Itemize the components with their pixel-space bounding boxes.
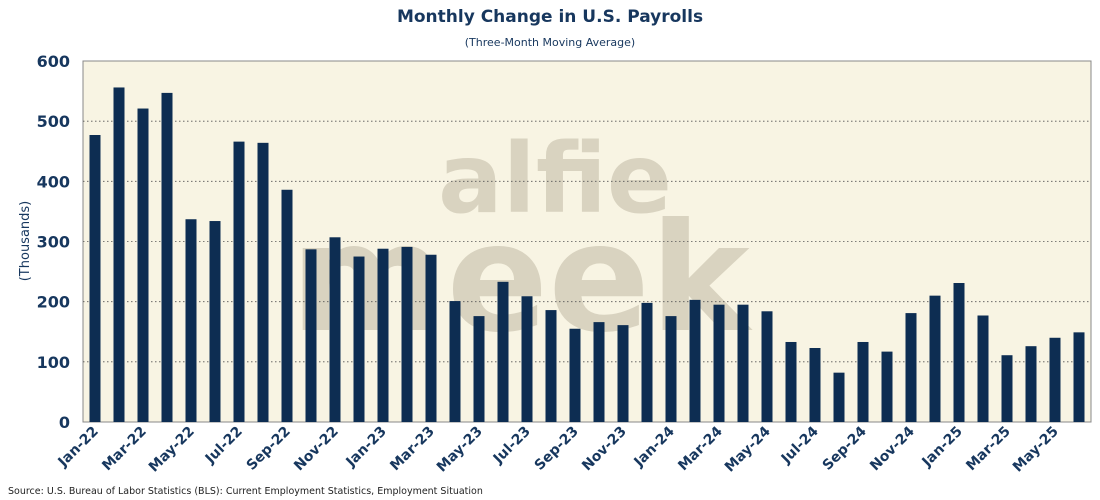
bar-nov-24 [905, 313, 917, 422]
bar-jun-25 [1073, 332, 1085, 422]
bar-dec-22 [353, 256, 365, 422]
x-tick-label: Mar-24 [675, 423, 726, 474]
bar-dec-24 [929, 295, 941, 422]
x-tick-label: May-25 [1010, 424, 1062, 476]
bar-dec-23 [641, 302, 653, 422]
bar-feb-25 [977, 315, 989, 422]
y-tick-label: 0 [59, 413, 70, 432]
chart-title: Monthly Change in U.S. Payrolls [396, 7, 704, 27]
x-tick-label: May-24 [722, 423, 774, 475]
x-tick-label: Mar-22 [99, 424, 150, 475]
bar-oct-24 [881, 351, 893, 422]
bar-mar-25 [1001, 355, 1013, 422]
bar-nov-23 [617, 325, 629, 422]
bar-sep-22 [281, 189, 293, 422]
bar-may-23 [473, 316, 485, 422]
bar-jan-24 [665, 316, 677, 422]
bar-jun-23 [497, 281, 509, 422]
bar-jul-22 [233, 141, 245, 422]
y-axis-label: (Thousands) [18, 201, 33, 282]
bar-jan-22 [89, 135, 101, 422]
x-tick-label: Sep-22 [244, 424, 294, 474]
x-tick-label: Sep-23 [532, 424, 582, 474]
bar-jun-22 [209, 221, 221, 422]
bar-jan-25 [953, 283, 965, 422]
bar-feb-23 [401, 246, 413, 422]
watermark-text-alfie: alfie [438, 123, 672, 235]
bar-may-25 [1049, 337, 1061, 422]
x-tick-label: Nov-23 [579, 424, 630, 475]
x-tick-label: Sep-24 [820, 423, 870, 473]
x-tick-label: Jan-25 [919, 424, 966, 471]
bar-aug-23 [545, 310, 557, 422]
x-tick-label: May-23 [434, 424, 486, 476]
bar-mar-24 [713, 304, 725, 422]
bar-feb-24 [689, 299, 701, 422]
bar-jul-24 [809, 348, 821, 422]
x-tick-label: Mar-23 [387, 424, 438, 475]
bar-feb-22 [113, 87, 125, 422]
x-tick-label: Jul-22 [202, 424, 246, 468]
y-tick-label: 400 [37, 172, 70, 191]
bar-mar-22 [137, 108, 149, 422]
x-tick-label: Mar-25 [963, 424, 1014, 475]
bar-oct-23 [593, 322, 605, 422]
bar-jan-23 [377, 248, 389, 422]
bar-oct-22 [305, 249, 317, 422]
bar-aug-24 [833, 372, 845, 422]
bar-aug-22 [257, 142, 269, 422]
bar-sep-24 [857, 341, 869, 422]
x-tick-label: Jan-24 [631, 423, 678, 470]
bar-nov-22 [329, 237, 341, 422]
chart-subtitle: (Three-Month Moving Average) [464, 36, 636, 49]
bar-sep-23 [569, 328, 581, 422]
y-tick-label: 500 [37, 112, 70, 131]
x-tick-label: Nov-24 [867, 423, 918, 474]
bar-apr-22 [161, 92, 173, 422]
y-tick-label: 600 [37, 52, 70, 71]
bar-apr-23 [449, 301, 461, 422]
y-tick-label: 200 [37, 293, 70, 312]
bar-apr-24 [737, 304, 749, 422]
x-tick-label: Jul-23 [490, 424, 534, 468]
bar-jun-24 [785, 341, 797, 422]
x-tick-label: Nov-22 [291, 424, 342, 475]
y-tick-label: 300 [37, 233, 70, 252]
bar-jul-23 [521, 296, 533, 422]
x-tick-label: May-22 [146, 424, 198, 476]
x-tick-label: Jul-24 [778, 423, 822, 467]
bar-may-24 [761, 311, 773, 422]
source-note: Source: U.S. Bureau of Labor Statistics … [8, 486, 483, 497]
bar-mar-23 [425, 254, 437, 422]
bar-apr-25 [1025, 346, 1037, 422]
bar-may-22 [185, 219, 197, 422]
y-tick-label: 100 [37, 353, 70, 372]
x-tick-label: Jan-23 [343, 424, 390, 471]
